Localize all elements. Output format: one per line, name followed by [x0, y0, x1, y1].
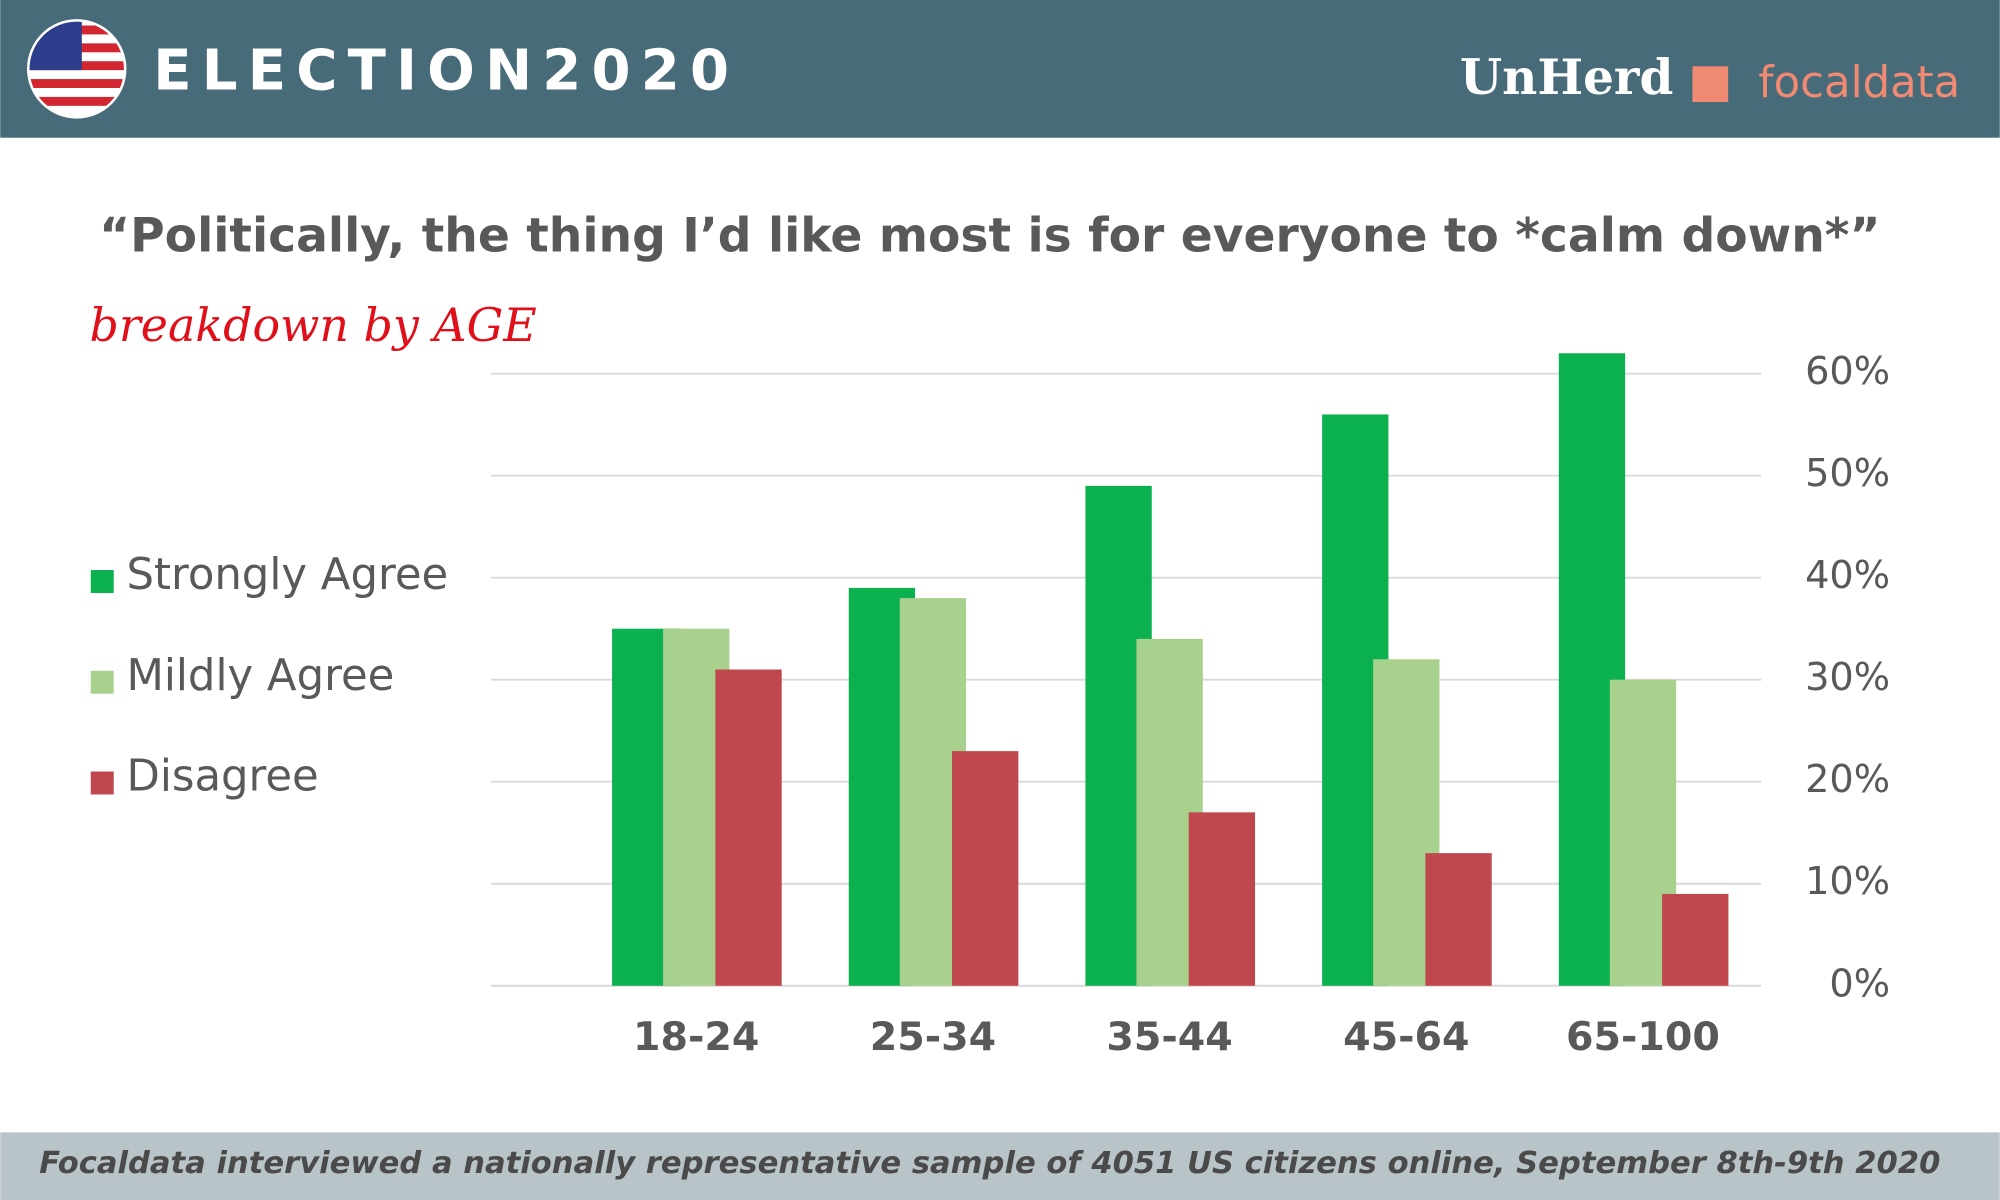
flag-icon: [26, 19, 127, 119]
y-tick-label: 40%: [1805, 553, 1890, 598]
chart-subtitle: breakdown by AGE: [89, 298, 536, 352]
x-tick-label: 18-24: [633, 1014, 759, 1060]
logo-mark: [1692, 66, 1729, 103]
y-tick-label: 30%: [1805, 655, 1890, 700]
footer-bar: [0, 1132, 2000, 1200]
y-tick-label: 20%: [1805, 757, 1890, 802]
legend-label: Mildly Agree: [126, 651, 394, 701]
logo-focaldata: focaldata: [1758, 58, 1960, 108]
legend-label: Disagree: [126, 752, 318, 802]
header-title: ELECTION2020: [153, 39, 739, 104]
y-tick-label: 0%: [1829, 961, 1890, 1006]
logo-unherd: UnHerd: [1460, 50, 1673, 106]
x-tick-label: 65-100: [1566, 1014, 1720, 1060]
y-tick-label: 50%: [1805, 451, 1890, 496]
bar: [1425, 853, 1492, 986]
bar: [1662, 893, 1729, 986]
header-bar: [0, 0, 2000, 138]
bar: [1188, 812, 1256, 986]
legend-swatch: [90, 670, 114, 694]
footer-note: Focaldata interviewed a nationally repre…: [39, 1146, 1940, 1181]
x-tick-label: 25-34: [870, 1014, 996, 1060]
y-tick-label: 60%: [1805, 349, 1890, 394]
chart-title: “Politically, the thing I’d like most is…: [99, 208, 1880, 263]
legend-swatch: [90, 771, 114, 795]
bar: [952, 751, 1019, 986]
x-tick-label: 35-44: [1106, 1014, 1232, 1060]
plot: 0% 10% 20% 30% 40% 50% 60% 18-24 25-34 35-44 45-64…: [90, 349, 1890, 1060]
bar: [715, 669, 782, 986]
legend-swatch: [90, 570, 114, 593]
x-tick-label: 45-64: [1343, 1014, 1469, 1060]
legend-label: Strongly Agree: [126, 550, 448, 600]
y-tick-label: 10%: [1805, 859, 1890, 904]
